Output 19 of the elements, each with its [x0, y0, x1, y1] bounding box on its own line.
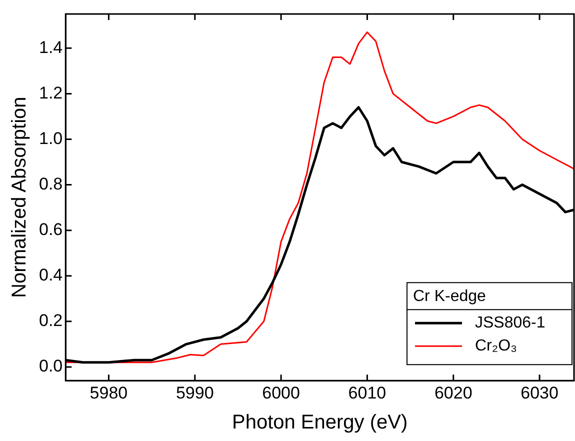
y-tick-label: 1.0: [38, 128, 63, 148]
y-tick-label: 1.2: [38, 83, 63, 102]
y-tick-label: 1.4: [38, 38, 63, 57]
legend-title: Cr K-edge: [413, 288, 486, 306]
x-tick-label: 5990: [176, 383, 214, 402]
x-axis-title: Photon Energy (eV): [232, 412, 408, 434]
y-axis-title: Normalized Absorption: [8, 96, 31, 298]
x-tick-label: 6010: [348, 383, 386, 402]
y-tick-label: 0.4: [38, 266, 63, 285]
x-tick-label: 6000: [262, 383, 300, 402]
y-tick-label: 0.6: [38, 220, 63, 240]
legend-label: Cr₂O₃: [475, 338, 518, 355]
x-tick-label: 5980: [90, 383, 128, 402]
y-tick-label: 0.0: [38, 356, 63, 376]
legend-label: JSS806-1: [475, 314, 546, 332]
y-tick-label: 0.2: [38, 311, 63, 330]
y-tick-label: 0.8: [38, 174, 63, 194]
x-tick-label: 6030: [520, 383, 558, 402]
x-tick-label: 6020: [434, 383, 472, 402]
